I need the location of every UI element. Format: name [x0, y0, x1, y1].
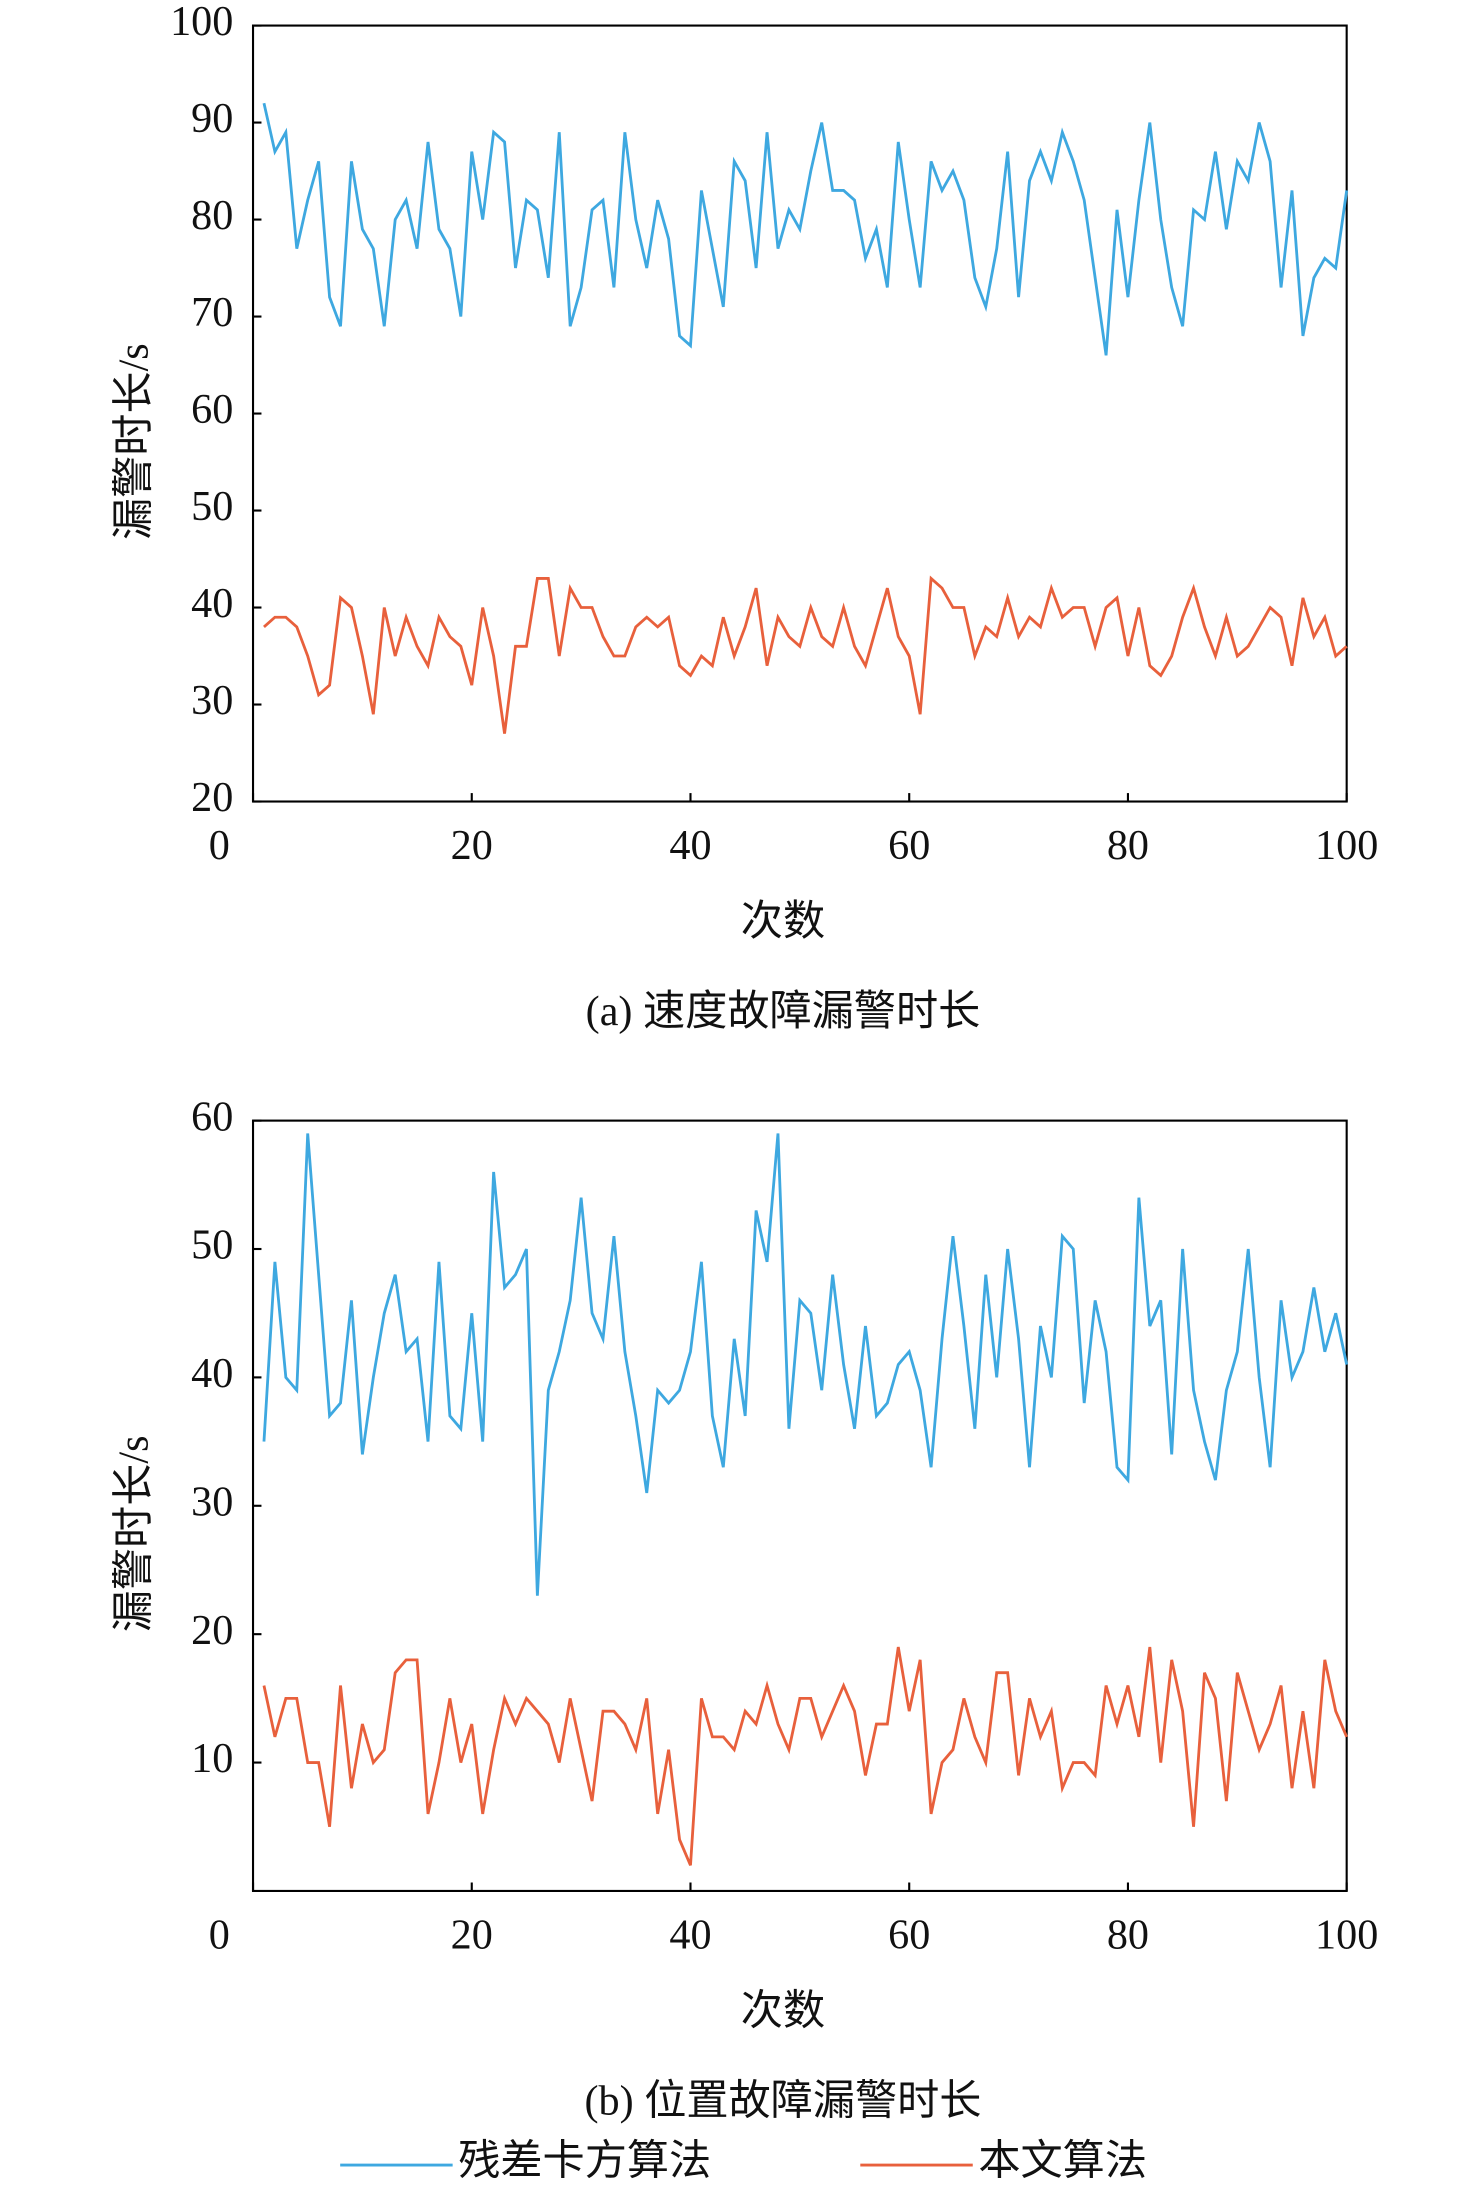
x-tick-label: 100: [1315, 822, 1378, 869]
x-tick-label: 0: [209, 1911, 230, 1958]
x-tick-label: 60: [888, 822, 930, 869]
y-tick-label: 20: [191, 774, 233, 821]
y-tick-label: 90: [191, 95, 233, 142]
y-tick-label: 100: [170, 0, 233, 45]
y-tick-label: 60: [191, 1093, 233, 1140]
plot-frame: [251, 1119, 1348, 1892]
x-axis-label: 次数: [741, 1987, 825, 2034]
y-tick-label: 60: [191, 386, 233, 433]
y-tick-label: 30: [191, 677, 233, 724]
y-tick-label: 40: [191, 1350, 233, 1397]
y-tick-label: 50: [191, 483, 233, 530]
y-tick-label: 30: [191, 1478, 233, 1525]
x-tick-label: 80: [1107, 822, 1149, 869]
x-tick-label: 20: [451, 1911, 493, 1958]
y-tick-label: 50: [191, 1222, 233, 1269]
caption: (a) 速度故障漏警时长: [586, 988, 981, 1035]
y-tick-label: 20: [191, 1607, 233, 1654]
legend-label: 残差卡方算法: [458, 2138, 711, 2185]
x-tick-label: 40: [669, 1911, 711, 1958]
y-tick-label: 40: [191, 580, 233, 627]
caption: (b) 位置故障漏警时长: [585, 2077, 982, 2124]
data-line: [262, 1133, 1349, 1596]
plot-frame: [251, 24, 1348, 803]
legend-label: 本文算法: [978, 2138, 1147, 2185]
x-tick-label: 0: [209, 822, 230, 869]
x-tick-label: 80: [1107, 1911, 1149, 1958]
y-tick-label: 80: [191, 192, 233, 239]
x-axis-label: 次数: [741, 898, 825, 945]
data-line: [263, 575, 1348, 734]
data-line: [262, 102, 1349, 356]
y-axis-label: 漏警时长/s: [110, 343, 157, 540]
x-tick-label: 20: [451, 822, 493, 869]
x-tick-label: 40: [669, 822, 711, 869]
x-tick-label: 100: [1315, 1911, 1378, 1958]
y-tick-label: 10: [191, 1735, 233, 1782]
y-axis-label: 漏警时长/s: [110, 1436, 157, 1633]
data-line: [262, 1646, 1348, 1866]
y-tick-label: 70: [191, 289, 233, 336]
x-tick-label: 60: [888, 1911, 930, 1958]
